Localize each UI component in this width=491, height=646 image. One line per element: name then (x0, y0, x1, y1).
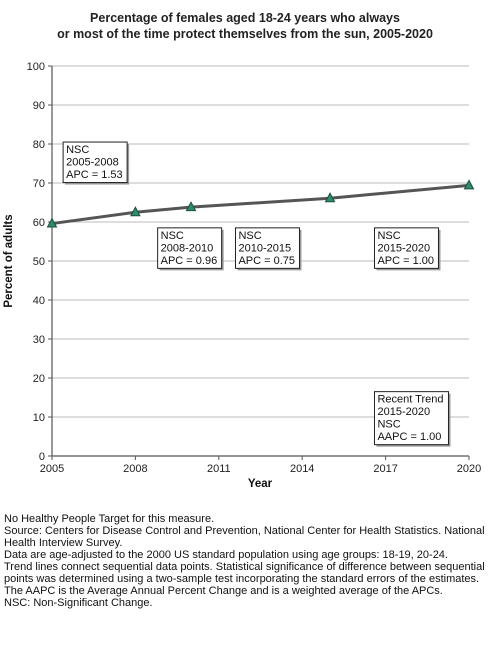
data-point-2008 (130, 206, 141, 217)
annotation-text-1-0: NSC (161, 230, 184, 242)
y-tick-label-40: 40 (33, 295, 45, 307)
y-tick-label-10: 10 (33, 412, 45, 424)
annotation-text-0-1: 2005-2008 (66, 157, 119, 169)
footnote-target: No Healthy People Target for this measur… (4, 513, 215, 525)
chart-title-line-1: Percentage of females aged 18-24 years w… (90, 11, 400, 25)
y-tick-label-80: 80 (33, 139, 45, 151)
annotation-frame-0 (62, 141, 128, 184)
annotation-frame-4 (373, 391, 449, 446)
data-point-2005 (46, 217, 58, 228)
annotation-text-4-0: Recent Trend (377, 394, 443, 406)
x-tick-label-2014: 2014 (290, 463, 314, 475)
chart-title-line-2: or most of the time protect themselves f… (57, 27, 433, 41)
y-tick-label-90: 90 (33, 100, 45, 112)
annotation-text-4-2: NSC (377, 419, 400, 431)
x-axis-ticks: 2005 2008 2011 2014 2017 2020 (40, 456, 481, 475)
x-tick-label-2017: 2017 (373, 463, 397, 475)
data-point-2020 (463, 179, 475, 190)
footnote-aapc: The AAPC is the Average Annual Percent C… (4, 585, 443, 597)
y-tick-label-70: 70 (33, 178, 45, 190)
annotation-text-2-1: 2010-2015 (238, 242, 291, 254)
annotation-frame-1 (157, 227, 223, 269)
x-tick-label-2005: 2005 (40, 463, 64, 475)
y-tick-label-20: 20 (33, 373, 45, 385)
annotation-text-0-0: NSC (66, 144, 89, 156)
y-tick-label-30: 30 (33, 334, 45, 346)
y-axis-ticks: 0 10 20 30 40 50 60 70 80 90 100 (27, 61, 52, 463)
footnote-trend-method: Trend lines connect sequential data poin… (4, 561, 485, 585)
footnote-source: Source: Centers for Disease Control and … (4, 525, 485, 549)
series-line-0 (51, 183, 470, 226)
annotation-text-2-0: NSC (238, 230, 261, 242)
annotation-text-3-1: 2015-2020 (377, 242, 430, 254)
y-tick-label-100: 100 (27, 61, 45, 73)
y-axis-title: Percent of adults (3, 214, 15, 307)
y-tick-label-0: 0 (39, 451, 45, 463)
x-tick-label-2011: 2011 (207, 463, 231, 475)
footnote-nsc: NSC: Non-Significant Change. (4, 597, 153, 609)
y-tick-label-50: 50 (33, 256, 45, 268)
y-tick-label-60: 60 (33, 217, 45, 229)
annotation-text-1-1: 2008-2010 (161, 242, 214, 254)
data-point-2010 (185, 201, 197, 212)
annotation-text-0-2: APC = 1.53 (66, 169, 123, 181)
annotation-frame-3 (373, 227, 439, 269)
annotation-text-1-2: APC = 0.96 (161, 255, 218, 267)
annotation-text-3-2: APC = 1.00 (377, 255, 434, 267)
data-series (46, 179, 475, 228)
x-axis-title: Year (248, 478, 273, 490)
annotation-text-3-0: NSC (377, 230, 400, 242)
annotation-text-4-1: 2015-2020 (377, 406, 430, 418)
footnote-age-adjustment: Data are age-adjusted to the 2000 US sta… (4, 549, 448, 561)
footnotes: No Healthy People Target for this measur… (4, 513, 488, 609)
annotation-text-4-3: AAPC = 1.00 (377, 431, 441, 443)
x-tick-label-2020: 2020 (457, 463, 481, 475)
annotation-text-2-2: APC = 0.75 (238, 255, 295, 267)
x-tick-label-2008: 2008 (123, 463, 147, 475)
data-point-2015 (324, 192, 336, 203)
annotation-frame-2 (234, 227, 300, 269)
gridlines (52, 65, 469, 418)
